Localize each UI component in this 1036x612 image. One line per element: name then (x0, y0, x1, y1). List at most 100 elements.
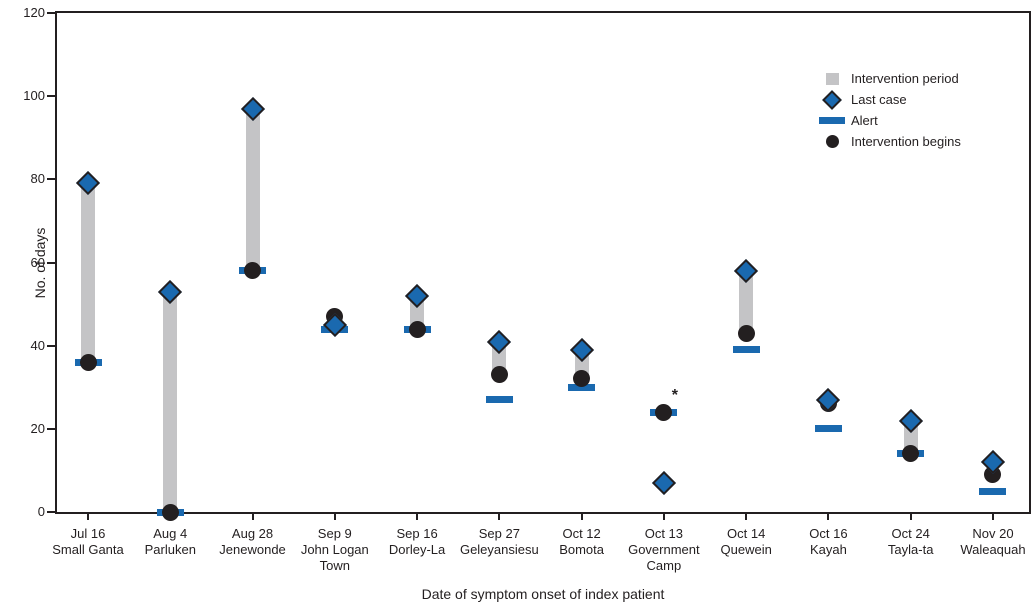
category-label: Sep 9 John Logan Town (291, 526, 379, 574)
category-location: Tayla-ta (887, 542, 934, 557)
legend-item-intervention-begins: Intervention begins (817, 131, 961, 152)
intervention-begins-marker (490, 366, 508, 384)
legend: Intervention period Last case Alert Interve… (817, 68, 961, 152)
intervention-begins-marker (161, 503, 179, 521)
category-label: Oct 14 Quewein (702, 526, 790, 558)
last-case-marker (569, 337, 594, 362)
y-tick-label: 20 (30, 420, 45, 436)
category-location: John Logan Town (300, 542, 369, 573)
blue-dash-icon (819, 117, 845, 124)
y-axis-tick (47, 12, 55, 14)
category-location: Bomota (559, 542, 605, 557)
x-axis-tick (662, 512, 665, 520)
intervention-period-bar (81, 183, 95, 363)
category-date: Nov 20 (972, 526, 1014, 541)
category-location: Kayah (809, 542, 847, 557)
last-case-marker (240, 96, 265, 121)
x-axis-tick (498, 512, 501, 520)
x-axis-title: Date of symptom onset of index patient (421, 586, 665, 602)
category-date: Sep 16 (396, 526, 438, 541)
category-date: Jul 16 (70, 526, 106, 541)
category-label: Jul 16 Small Ganta (44, 526, 132, 558)
intervention-period-bar (245, 108, 260, 271)
category-location: Government Camp (628, 542, 700, 573)
alert-marker (485, 396, 513, 404)
x-axis-tick (745, 512, 748, 520)
intervention-begins-marker (79, 353, 97, 371)
category-date: Oct 12 (562, 526, 601, 541)
legend-label: Alert (851, 113, 878, 128)
blue-diamond-icon (822, 89, 842, 110)
legend-label: Intervention begins (851, 134, 961, 149)
gray-bar-icon (825, 72, 839, 85)
intervention-begins-marker (902, 445, 920, 463)
intervention-begins-marker (655, 403, 673, 421)
y-axis-tick (47, 427, 55, 430)
category-date: Oct 14 (727, 526, 766, 541)
category-date: Sep 9 (317, 526, 352, 541)
y-axis-tick (47, 95, 55, 98)
x-axis-tick (251, 512, 254, 520)
y-axis-tick (47, 261, 55, 264)
category-location: Jenewonde (219, 542, 286, 557)
black-circle-icon (825, 135, 839, 148)
footnote-asterisk: * (671, 387, 678, 405)
category-location: Waleaquah (960, 542, 1026, 557)
intervention-period-legend-icon (817, 72, 847, 85)
legend-item-alert: Alert (817, 110, 961, 131)
alert-marker (568, 383, 596, 391)
category-label: Nov 20 Waleaquah (949, 526, 1036, 558)
alert-marker (979, 487, 1007, 495)
y-axis-tick (47, 344, 55, 347)
intervention-begins-legend-icon (817, 135, 847, 148)
last-case-marker (651, 470, 676, 495)
last-case-marker (734, 258, 759, 283)
y-axis-tick (47, 511, 55, 513)
category-location: Small Ganta (52, 542, 124, 557)
legend-label: Last case (851, 92, 907, 107)
alert-legend-icon (817, 117, 847, 124)
alert-marker (814, 425, 842, 433)
last-case-legend-icon (817, 89, 847, 110)
category-location: Geleyansiesu (459, 542, 539, 557)
category-label: Oct 24 Tayla-ta (867, 526, 955, 558)
y-tick-label: 120 (23, 5, 45, 20)
y-tick-label: 0 (37, 504, 45, 519)
last-case-marker (405, 283, 430, 308)
category-date: Oct 13 (644, 526, 684, 541)
category-date: Sep 27 (478, 526, 520, 541)
category-date: Aug 4 (153, 526, 188, 541)
intervention-period-bar (739, 270, 754, 334)
intervention-begins-marker (737, 324, 755, 342)
category-label: Oct 12 Bomota (538, 526, 626, 558)
intervention-begins-marker (573, 370, 591, 388)
category-location: Dorley-La (388, 542, 446, 557)
category-label: Sep 16 Dorley-La (373, 526, 461, 558)
legend-label: Intervention period (851, 71, 959, 86)
last-case-marker (816, 387, 841, 412)
x-axis-tick (991, 512, 994, 520)
intervention-period-bar (163, 291, 178, 512)
legend-item-last-case: Last case (817, 89, 961, 110)
plot-area: Intervention period Last case Alert Interve… (23, 5, 1031, 573)
category-label: Aug 28 Jenewonde (209, 526, 297, 558)
last-case-marker (898, 408, 923, 433)
category-date: Oct 16 (809, 526, 848, 541)
intervention-begins-marker (244, 262, 262, 280)
x-axis-tick (87, 512, 89, 520)
x-axis-tick (909, 512, 912, 520)
intervention-begins-marker (408, 320, 426, 338)
y-tick-label: 40 (30, 337, 45, 353)
category-location: Parluken (144, 542, 196, 557)
last-case-marker (487, 329, 512, 354)
y-axis-tick (47, 178, 55, 181)
category-label: Aug 4 Parluken (126, 526, 214, 558)
category-date: Oct 24 (891, 526, 930, 541)
category-date: Aug 28 (231, 526, 274, 541)
category-location: Quewein (720, 542, 772, 557)
x-axis-tick (333, 512, 336, 520)
alert-marker (732, 346, 760, 354)
last-case-marker (158, 279, 183, 304)
y-tick-label: 60 (30, 254, 45, 270)
x-axis-tick (580, 512, 583, 520)
